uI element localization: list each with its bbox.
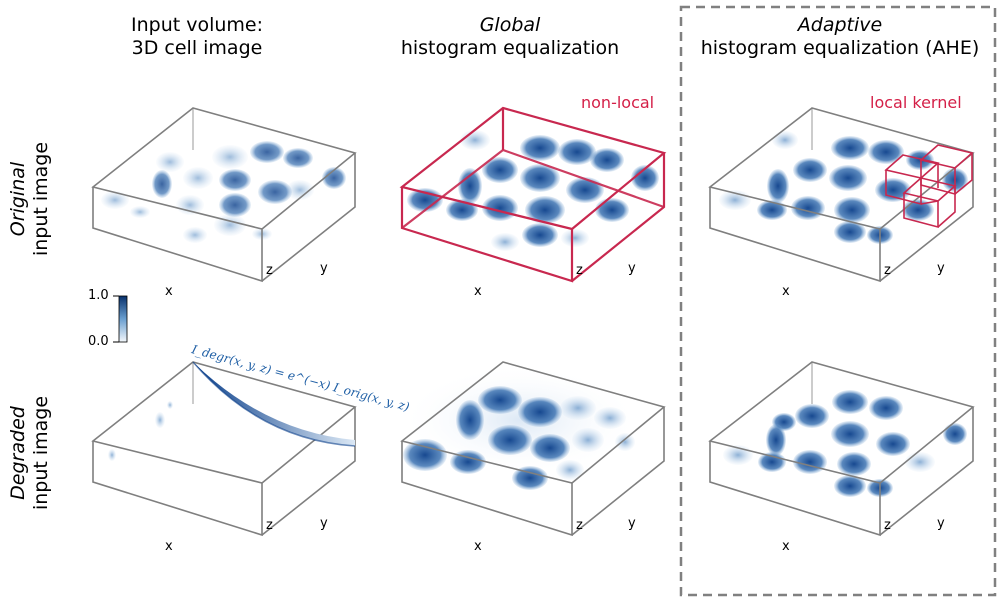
- box-original-input: [91, 107, 357, 283]
- axis-z-label: z: [884, 518, 891, 533]
- panel-degraded-input: [91, 361, 357, 537]
- column-title-line1: Input volume:: [130, 14, 264, 36]
- column-title-line2: histogram equalization (AHE): [700, 37, 980, 59]
- box-ahe-degraded: [708, 361, 975, 537]
- box-global-he-degraded: [400, 361, 666, 537]
- panel-ahe-degraded: [708, 361, 975, 537]
- panel-global-he-original: [399, 106, 667, 283]
- axis-z-label: z: [576, 518, 583, 533]
- column-title-line2: 3D cell image: [131, 37, 263, 59]
- axis-x-label: x: [474, 284, 482, 299]
- axis-z-label: z: [576, 263, 583, 278]
- axis-z-label: z: [266, 518, 273, 533]
- box-global-he-original: [399, 106, 667, 283]
- axis-z-label: z: [266, 263, 273, 278]
- cells-global-he-degraded: [400, 365, 640, 490]
- axis-x-label: x: [782, 284, 790, 299]
- column-title-italic: Adaptive: [797, 14, 883, 36]
- column-title-italic: Global: [479, 14, 541, 36]
- axis-x-label: x: [165, 539, 173, 554]
- column-title-line2: histogram equalization: [400, 37, 620, 59]
- colorbar: [113, 295, 128, 343]
- box-degraded-input: [91, 361, 357, 537]
- axis-y-label: y: [937, 516, 945, 531]
- non-local-label: non-local: [581, 93, 655, 112]
- colorbar-max-label: 1.0: [88, 288, 109, 303]
- axis-y-label: y: [320, 261, 328, 276]
- box-ahe-original: [708, 107, 975, 283]
- axis-y-label: y: [937, 261, 945, 276]
- axis-y-label: y: [320, 516, 328, 531]
- column-title-input: Input volume: 3D cell image: [47, 14, 347, 60]
- axis-z-label: z: [884, 263, 891, 278]
- local-kernel-label: local kernel: [870, 93, 962, 112]
- axis-x-label: x: [782, 539, 790, 554]
- panel-ahe-original: [708, 107, 975, 283]
- axis-y-label: y: [628, 261, 636, 276]
- cells-ahe-degraded: [723, 390, 967, 497]
- axis-x-label: x: [165, 284, 173, 299]
- column-title-adaptive: Adaptive histogram equalization (AHE): [690, 14, 990, 60]
- axis-x-label: x: [474, 539, 482, 554]
- axis-y-label: y: [628, 516, 636, 531]
- local-kernel-cubes: [884, 144, 974, 229]
- ahe-dashed-border: [679, 5, 997, 597]
- cells-global-he-original: [407, 130, 659, 251]
- cells-degraded-input: [108, 401, 173, 461]
- cells-original-input: [101, 141, 346, 243]
- panel-original-input: [91, 107, 357, 283]
- colorbar-min-label: 0.0: [88, 334, 109, 349]
- column-title-global: Global histogram equalization: [360, 14, 660, 60]
- panel-global-he-degraded: [400, 361, 666, 537]
